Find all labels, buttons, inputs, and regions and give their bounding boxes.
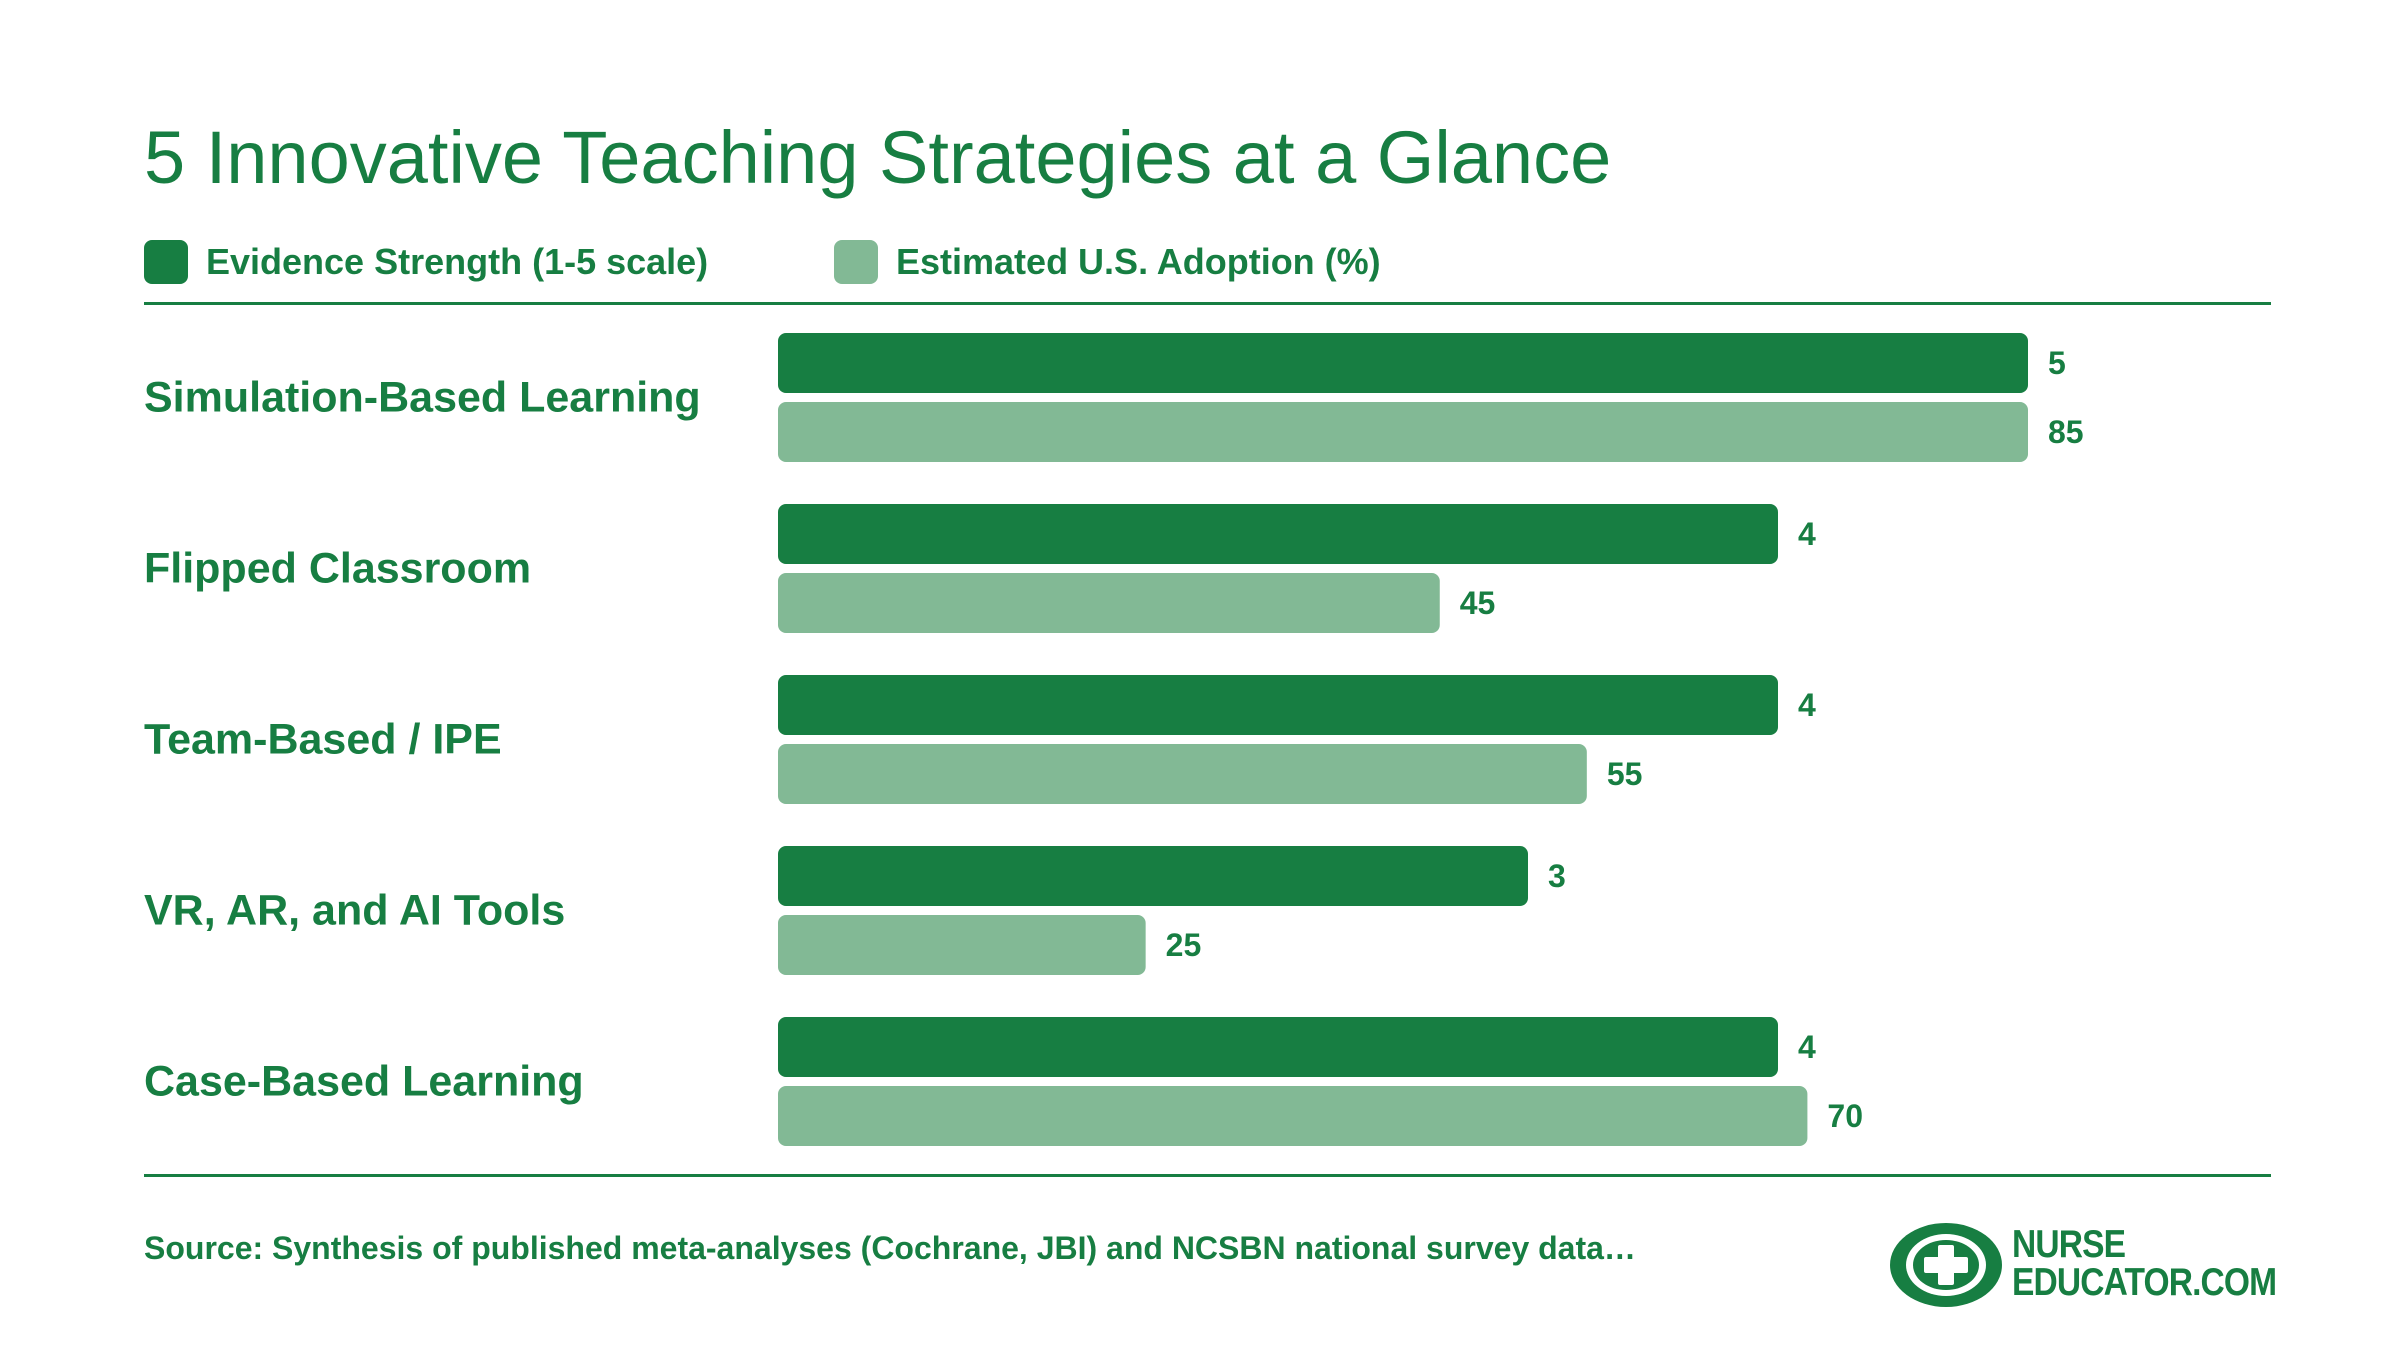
- value-label-simulation-based-learning-series-1: 85: [2048, 414, 2084, 450]
- bar-chart: Simulation-Based Learning 5 85 Flipped Clas…: [144, 333, 2084, 1146]
- legend-label-evidence: Evidence Strength (1-5 scale): [206, 241, 709, 282]
- value-label-case-based-learning-series-0: 4: [1798, 1029, 1816, 1065]
- bar-team-based-ipe-series-0: [778, 675, 1778, 735]
- legend-item-adoption: Estimated U.S. Adoption (%): [834, 236, 1381, 288]
- logo-line-2: EDUCATOR.COM: [2012, 1261, 2277, 1304]
- category-label-simulation-based-learning: Simulation-Based Learning: [144, 374, 701, 422]
- source-note: Source: Synthesis of published meta-anal…: [144, 1230, 1636, 1266]
- bar-case-based-learning-series-1: [778, 1086, 1808, 1146]
- category-label-team-based-ipe: Team-Based / IPE: [144, 716, 502, 764]
- bar-flipped-classroom-series-1: [778, 573, 1440, 633]
- value-label-vr-ar-and-ai-tools-series-1: 25: [1166, 927, 1202, 963]
- legend-item-evidence: Evidence Strength (1-5 scale): [144, 236, 708, 288]
- legend-label-adoption: Estimated U.S. Adoption (%): [896, 241, 1381, 282]
- value-label-vr-ar-and-ai-tools-series-0: 3: [1548, 858, 1566, 894]
- category-label-case-based-learning: Case-Based Learning: [144, 1058, 584, 1106]
- logo-text: NURSE EDUCATOR.COM: [2012, 1223, 2277, 1304]
- value-label-flipped-classroom-series-0: 4: [1798, 516, 1816, 552]
- value-label-case-based-learning-series-1: 70: [1827, 1098, 1863, 1134]
- chart-title: 5 Innovative Teaching Strategies at a Gl…: [144, 116, 1612, 199]
- logo-line-1: NURSE: [2012, 1223, 2126, 1266]
- value-label-team-based-ipe-series-1: 55: [1607, 756, 1643, 792]
- cross-logo-icon: [1890, 1223, 2002, 1307]
- bar-vr-ar-and-ai-tools-series-1: [778, 915, 1146, 975]
- bar-simulation-based-learning-series-0: [778, 333, 2028, 393]
- legend-swatch-adoption: [834, 240, 878, 284]
- bar-case-based-learning-series-0: [778, 1017, 1778, 1077]
- bottom-divider: [144, 1174, 2271, 1177]
- nurse-educator-logo: NURSE EDUCATOR.COM: [1888, 1220, 2277, 1310]
- category-label-vr-ar-and-ai-tools: VR, AR, and AI Tools: [144, 887, 565, 935]
- value-label-flipped-classroom-series-1: 45: [1460, 585, 1496, 621]
- bar-flipped-classroom-series-0: [778, 504, 1778, 564]
- value-label-simulation-based-learning-series-0: 5: [2048, 345, 2066, 381]
- value-label-team-based-ipe-series-0: 4: [1798, 687, 1816, 723]
- top-divider: [144, 302, 2271, 305]
- legend-swatch-evidence: [144, 240, 188, 284]
- bar-vr-ar-and-ai-tools-series-0: [778, 846, 1528, 906]
- bar-team-based-ipe-series-1: [778, 744, 1587, 804]
- bar-simulation-based-learning-series-1: [778, 402, 2028, 462]
- category-label-flipped-classroom: Flipped Classroom: [144, 545, 531, 593]
